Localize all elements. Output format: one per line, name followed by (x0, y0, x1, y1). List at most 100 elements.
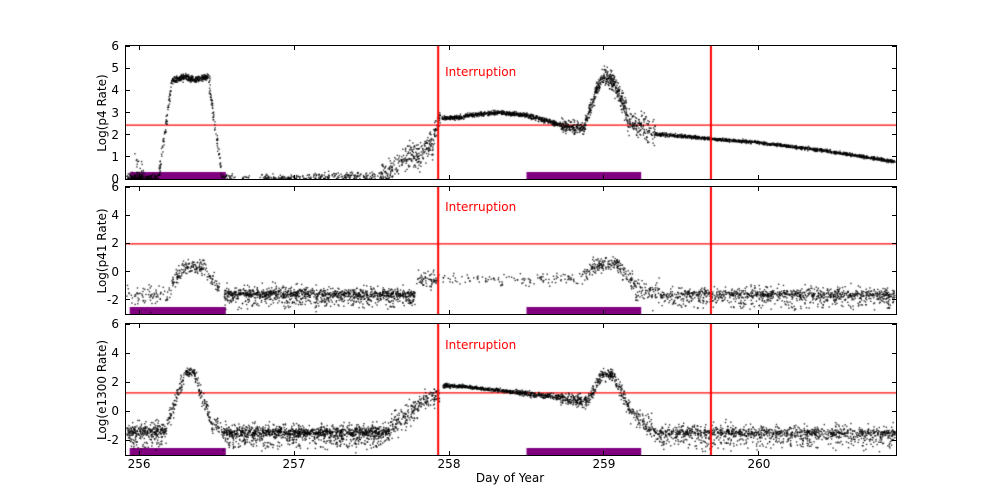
y-tick-mark (892, 112, 896, 113)
y-tick-label: 6 (111, 39, 119, 53)
x-tick-mark (293, 187, 295, 191)
y-tick-mark (126, 178, 130, 180)
scatter-canvas-e1300 (126, 324, 896, 455)
x-tick-mark (448, 310, 450, 314)
y-tick-label: 0 (111, 172, 119, 186)
panel-e1300-rate: Interruption Log(e1300 Rate) -2 0 2 4 6 256 25… (95, 318, 897, 471)
x-tick-mark (448, 324, 450, 328)
interruption-annotation-p4: Interruption (445, 65, 517, 79)
y-tick-mark (892, 271, 896, 273)
y-tick-mark (126, 156, 130, 158)
x-tick-label: 259 (592, 457, 616, 471)
x-tick-mark (758, 310, 760, 314)
y-tick-label: 5 (111, 61, 119, 76)
x-tick-mark (293, 324, 295, 328)
y-tick-label: 0 (111, 264, 119, 279)
x-tick-mark (138, 324, 140, 328)
y-tick-mark (892, 134, 896, 136)
y-axis-label-p4: Log(p4 Rate) (95, 73, 109, 152)
y-tick-mark (892, 439, 896, 441)
y-tick-mark (126, 186, 130, 188)
y-tick-label: 2 (111, 127, 119, 142)
x-tick-mark (138, 187, 140, 191)
y-tick-mark (892, 156, 896, 158)
y-tick-mark (126, 45, 130, 47)
y-tick-mark (126, 242, 130, 244)
y-tick-mark (892, 352, 896, 354)
y-tick-mark (126, 214, 130, 216)
interruption-annotation-e1300: Interruption (445, 338, 517, 352)
y-tick-mark (126, 381, 130, 383)
panel-p4-rate: Interruption Log(p4 Rate) 0 1 2 3 4 5 6 (95, 40, 897, 185)
x-tick-label: 257 (282, 457, 306, 471)
y-tick-label: -2 (107, 292, 119, 307)
x-tick-mark (448, 46, 450, 50)
x-tick-mark (293, 175, 295, 179)
y-tick-label: 3 (111, 105, 119, 120)
x-tick-mark (293, 310, 295, 314)
y-tick-mark (892, 67, 896, 69)
x-tick-label: 260 (747, 457, 771, 471)
y-tick-mark (126, 112, 130, 113)
y-tick-mark (126, 89, 130, 91)
y-tick-mark (126, 439, 130, 441)
x-tick-mark (138, 451, 140, 455)
y-tick-mark (892, 89, 896, 91)
y-tick-label: 6 (111, 180, 119, 194)
x-tick-mark (448, 175, 450, 179)
y-tick-mark (126, 410, 130, 412)
y-tick-mark (892, 45, 896, 47)
y-tick-mark (126, 67, 130, 69)
y-tick-mark (892, 178, 896, 180)
y-tick-label: 2 (111, 236, 119, 251)
y-tick-label: -2 (107, 433, 119, 448)
x-tick-label: 256 (127, 457, 151, 471)
x-tick-mark (758, 324, 760, 328)
y-tick-label: 4 (111, 208, 119, 223)
y-tick-label: 0 (111, 404, 119, 419)
x-tick-label: 258 (437, 457, 461, 471)
y-tick-label: 2 (111, 375, 119, 390)
x-tick-mark (448, 187, 450, 191)
y-tick-label: 4 (111, 346, 119, 361)
y-tick-mark (126, 352, 130, 354)
y-tick-label: 1 (111, 149, 119, 164)
y-tick-mark (892, 299, 896, 301)
x-tick-mark (603, 324, 605, 328)
x-tick-mark (758, 451, 760, 455)
x-tick-mark (293, 46, 295, 50)
scatter-canvas-p4 (126, 46, 896, 179)
y-tick-label: 6 (111, 317, 119, 331)
interruption-annotation-p41: Interruption (445, 200, 517, 214)
y-tick-mark (892, 381, 896, 383)
y-tick-mark (892, 410, 896, 412)
x-tick-mark (758, 187, 760, 191)
y-tick-label: 4 (111, 83, 119, 98)
panel-p41-rate: Interruption Log(p41 Rate) -2 0 2 4 6 (95, 181, 897, 315)
x-tick-mark (603, 175, 605, 179)
y-tick-mark (892, 214, 896, 216)
x-tick-mark (758, 175, 760, 179)
scatter-canvas-p41 (126, 187, 896, 314)
y-tick-mark (892, 186, 896, 188)
x-tick-mark (603, 451, 605, 455)
y-tick-mark (892, 323, 896, 325)
y-tick-mark (126, 134, 130, 136)
x-tick-mark (603, 310, 605, 314)
x-tick-mark (138, 175, 140, 179)
y-axis-label-e1300: Log(e1300 Rate) (95, 339, 109, 440)
x-tick-mark (138, 46, 140, 50)
x-tick-mark (603, 46, 605, 50)
y-tick-mark (126, 299, 130, 301)
x-axis-label: Day of Year (475, 471, 545, 485)
x-tick-mark (138, 310, 140, 314)
y-tick-mark (892, 242, 896, 244)
y-axis-label-p41: Log(p41 Rate) (95, 207, 109, 294)
y-tick-mark (126, 323, 130, 325)
x-tick-mark (603, 187, 605, 191)
x-tick-mark (293, 451, 295, 455)
x-tick-mark (448, 451, 450, 455)
x-tick-mark (758, 46, 760, 50)
y-tick-mark (126, 271, 130, 273)
